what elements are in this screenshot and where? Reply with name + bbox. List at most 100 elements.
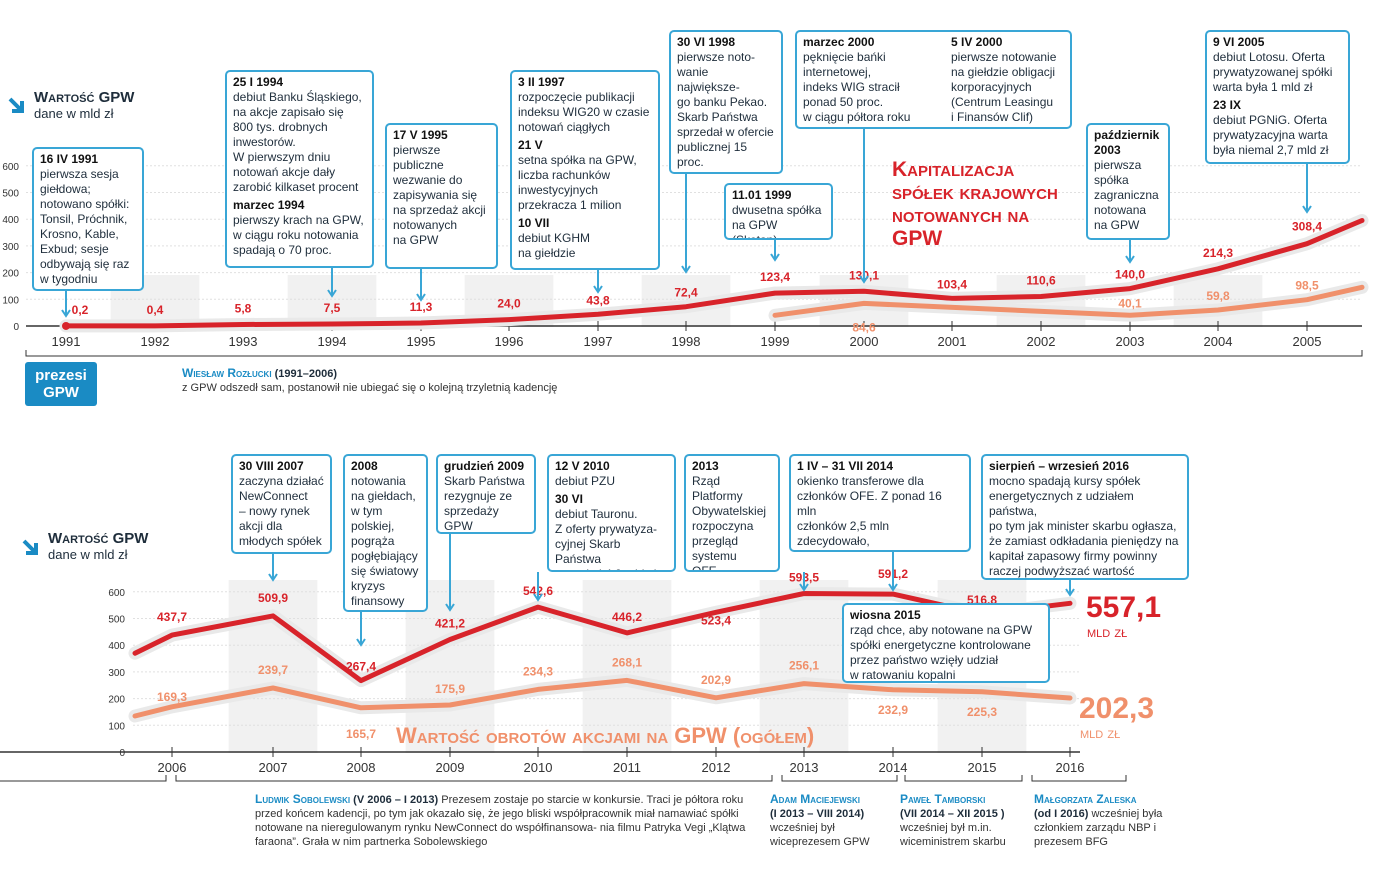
callout-text: debiut PZU (555, 474, 616, 488)
callout-date: 5 IV 2000 (951, 35, 1003, 49)
y-tick-label: 0 (13, 322, 19, 333)
presidents-label: prezesi GPW (25, 362, 97, 406)
callout-date: 30 VI 1998 (677, 35, 736, 49)
x-tick-label: 2006 (158, 760, 187, 775)
data-label: 59,8 (1206, 289, 1230, 303)
x-tick-label: 1999 (761, 334, 790, 349)
data-label: 123,4 (760, 270, 790, 284)
callout-section: 1 IV – 31 VII 2014 okienko transferowe dl… (797, 459, 964, 550)
connector-arrow-icon (888, 583, 898, 592)
president-maciejewski: Adam Maciejewski (I 2013 – VIII 2014) wcze… (770, 792, 895, 849)
callout-section: październik 2003 pierwsza spółka zagranic… (1094, 128, 1163, 233)
data-label: 84,6 (852, 320, 876, 334)
callout-2000-april: 5 IV 2000 pierwsze notowanie na giełdzie … (951, 35, 1070, 125)
callout-section: 30 VI debiut Tauronu. Z oferty prywatyza-… (555, 492, 669, 570)
president-rozlucki: Wiesław Rozłucki (1991–2006) z GPW odszed… (182, 366, 682, 395)
y-tick-label: 100 (2, 295, 19, 306)
callout-text: pęknięcie bańki internetowej, indeks WIG… (803, 50, 911, 124)
x-tick-label: 2000 (850, 334, 879, 349)
x-tick-label: 2002 (1027, 334, 1056, 349)
callout-1994: 25 I 1994 debiut Banku Śląskiego, na akcj… (225, 70, 374, 268)
x-tick-label: 2008 (347, 760, 376, 775)
connector-arrow-icon (859, 275, 869, 284)
president-bracket (1031, 775, 1127, 782)
president-bracket (25, 350, 1363, 357)
connector-arrow-icon (356, 638, 366, 647)
callout-section: 9 VI 2005 debiut Lotosu. Oferta prywatyzo… (1213, 35, 1343, 95)
president-name: Małgorzata Zaleska (1034, 792, 1137, 806)
president-note: Prezesem zostaje po starcie w konkursie.… (255, 794, 746, 848)
callout-text: setna spółka na GPW, liczba rachunków in… (518, 153, 637, 212)
y-tick-label: 200 (108, 695, 125, 706)
president-note: wcześniej był m.in. wiceministrem skarbu (900, 822, 1006, 848)
callout-date: 10 VII (518, 216, 550, 230)
x-tick-label: 2010 (524, 760, 553, 775)
callout-2010: 12 V 2010 debiut PZU 30 VI debiut Tauronu. … (547, 454, 676, 572)
arrow-down-right-icon (22, 539, 38, 555)
data-label: 421,2 (435, 617, 465, 631)
data-label: 43,8 (586, 293, 610, 307)
callout-section: 5 IV 2000 pierwsze notowanie na giełdzie … (951, 35, 1070, 125)
connector-arrow-icon (1125, 255, 1135, 264)
callout-text: Skarb Państwa rezygnuje ze sprzedaży GPW… (444, 474, 525, 533)
data-label: 169,3 (157, 690, 187, 704)
callout-text: pierwsze notowanie na giełdzie obligacji… (951, 50, 1057, 124)
data-label: 234,3 (523, 664, 553, 678)
data-label: 11,3 (410, 300, 433, 314)
x-tick-label: 2012 (702, 760, 731, 775)
callout-date: marzec 1994 (233, 198, 305, 212)
callout-section: 10 VII debiut KGHM na giełdzie (518, 216, 653, 261)
callout-2016: sierpień – wrzesień 2016 mocno spadają ku… (981, 454, 1189, 580)
callout-section: sierpień – wrzesień 2016 mocno spadają ku… (989, 459, 1182, 578)
president-bracket (0, 775, 167, 782)
callout-section: 3 II 1997 rozpoczęcie publikacji indeksu … (518, 75, 653, 135)
president-period: (I 2013 – VIII 2014) (770, 808, 865, 820)
presidents-label-text: prezesi GPW (35, 367, 87, 401)
series-line (132, 677, 1073, 719)
y-tick-label: 100 (108, 721, 125, 732)
bottom-chart-header-title: Wartość GPW (48, 530, 149, 547)
start-dot (62, 321, 70, 330)
president-note: wcześniej był wiceprezesem GPW (770, 822, 870, 848)
callout-text: okienko transferowe dla członków OFE. Z … (797, 474, 942, 550)
callout-section: 25 I 1994 debiut Banku Śląskiego, na akcj… (233, 75, 367, 195)
callout-text: pierwsze noto- wanie największe- go bank… (677, 50, 774, 172)
data-label: 509,9 (258, 591, 288, 605)
final-value-red-unit: mld zł (1087, 624, 1128, 641)
x-tick-label: 2013 (790, 760, 819, 775)
connector-arrow-icon (533, 593, 543, 602)
data-label: 523,4 (701, 613, 731, 627)
x-tick-label: 2005 (1293, 334, 1322, 349)
connector-arrow-icon (416, 293, 426, 302)
data-label: 308,4 (1292, 220, 1322, 234)
y-tick-label: 600 (2, 162, 19, 173)
president-period: (od I 2016) (1034, 808, 1089, 820)
president-zaleska: Małgorzata Zaleska (od I 2016) wcześniej … (1034, 792, 1174, 849)
x-tick-label: 1993 (229, 334, 258, 349)
data-label: 175,9 (435, 682, 465, 696)
callout-date: grudzień 2009 (444, 459, 525, 473)
callout-2009: grudzień 2009 Skarb Państwa rezygnuje ze … (436, 454, 536, 534)
president-name: Ludwik Sobolewski (255, 792, 351, 806)
y-tick-label: 400 (2, 215, 19, 226)
callout-section: 2013 Rząd Platformy Obywatelskiej rozpocz… (692, 459, 773, 570)
data-label: 214,3 (1203, 246, 1233, 260)
data-label: 24,0 (497, 297, 521, 311)
x-tick-label: 1996 (495, 334, 524, 349)
callout-1998: 30 VI 1998 pierwsze noto- wanie największ… (669, 30, 783, 174)
data-label: 267,4 (346, 660, 376, 674)
callout-text: pierwszy krach na GPW, w ciągu roku noto… (233, 213, 364, 257)
x-tick-label: 2015 (968, 760, 997, 775)
data-label: 140,0 (1115, 268, 1145, 282)
data-label: 98,5 (1295, 279, 1319, 293)
president-name: Wiesław Rozłucki (182, 366, 272, 380)
callout-date: 21 V (518, 138, 543, 152)
callout-section: 23 IX debiut PGNiG. Oferta prywatyzacyjna… (1213, 98, 1343, 158)
callout-text: debiut KGHM na giełdzie (518, 231, 591, 260)
data-label: 110,6 (1026, 273, 1056, 287)
callout-text: mocno spadają kursy spółek energetycznyc… (989, 474, 1179, 578)
top-chart-header-subtitle: dane w mld zł (34, 106, 114, 121)
data-label: 256,1 (789, 659, 819, 673)
x-tick-label: 2007 (259, 760, 288, 775)
x-tick-label: 2001 (938, 334, 967, 349)
